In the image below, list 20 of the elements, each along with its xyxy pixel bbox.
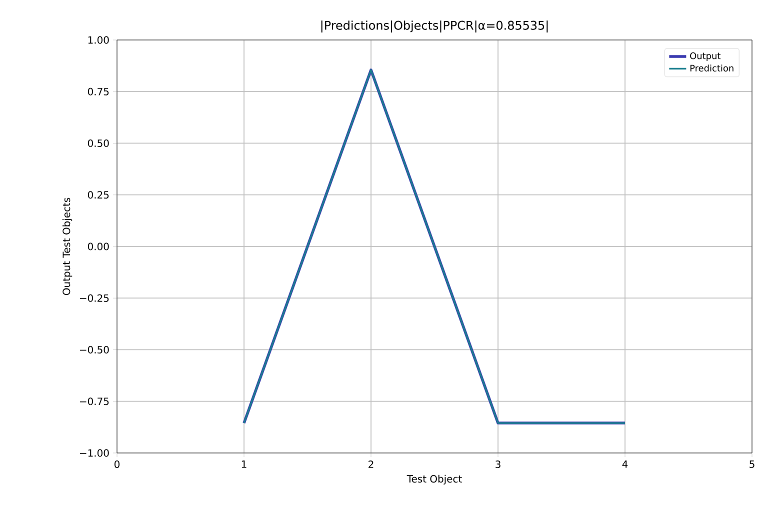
y-tick-label: −0.50 (80, 346, 109, 354)
x-tick-label: 5 (750, 460, 754, 468)
x-tick-label: 0 (114, 460, 120, 468)
x-tick-label: 3 (496, 460, 500, 468)
x-tick-label: 4 (622, 460, 628, 468)
y-tick-label: −0.75 (80, 398, 109, 406)
y-tick-label: 0.00 (88, 242, 109, 250)
legend-label: Output (690, 52, 721, 61)
legend-label: Prediction (690, 64, 734, 72)
y-tick-label: 0.75 (88, 88, 109, 96)
x-tick-label: 1 (242, 460, 246, 468)
chart-title: |Predictions|Objects|PPCR|α=0.85535| (321, 20, 548, 32)
y-tick-label: −1.00 (80, 449, 109, 457)
x-tick-label: 2 (368, 460, 374, 468)
y-tick-label: 0.25 (88, 191, 109, 199)
y-tick-label: −0.25 (80, 294, 109, 302)
y-axis-title: Output Test Objects (62, 198, 72, 296)
y-tick-label: 0.50 (88, 139, 109, 147)
x-axis-title: Test Object (406, 474, 462, 485)
y-tick-label: 1.00 (88, 36, 109, 44)
